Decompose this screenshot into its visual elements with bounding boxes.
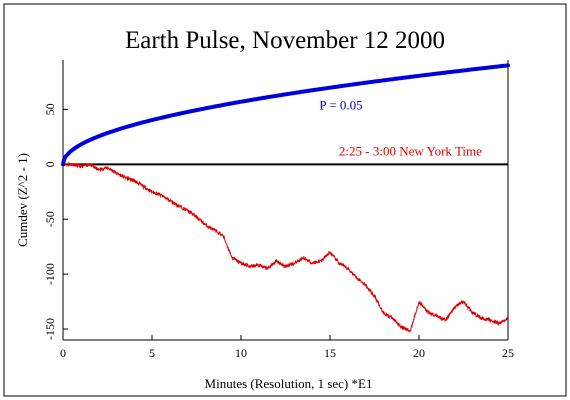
probability-annotation: P = 0.05 (319, 97, 362, 112)
chart-title: Earth Pulse, November 12 2000 (125, 27, 445, 54)
x-tick-label: 5 (149, 346, 155, 360)
expectation-line (61, 63, 510, 167)
x-tick-label: 10 (235, 346, 247, 360)
y-tick-label: -100 (43, 263, 57, 285)
x-tick-label: 25 (502, 346, 514, 360)
y-tick-label: 0 (43, 161, 57, 167)
y-tick-label: 50 (43, 103, 57, 115)
y-tick-label: -150 (43, 318, 57, 340)
x-tick-label: 0 (60, 346, 66, 360)
y-axis-label: Cumdev (Z^2 - 1) (15, 153, 30, 247)
y-tick-label: -50 (43, 211, 57, 227)
x-tick-label: 20 (413, 346, 425, 360)
x-tick-label: 15 (324, 346, 336, 360)
cumdev-line (62, 161, 509, 333)
x-axis-label: Minutes (Resolution, 1 sec) *E1 (205, 376, 373, 391)
time-annotation: 2:25 - 3:00 New York Time (339, 144, 482, 159)
plot-area: 0 5 10 15 20 25 -150 -100 -50 0 50 P = 0.05 2:25 - 3… (43, 60, 514, 360)
outer-border (3, 3, 567, 397)
